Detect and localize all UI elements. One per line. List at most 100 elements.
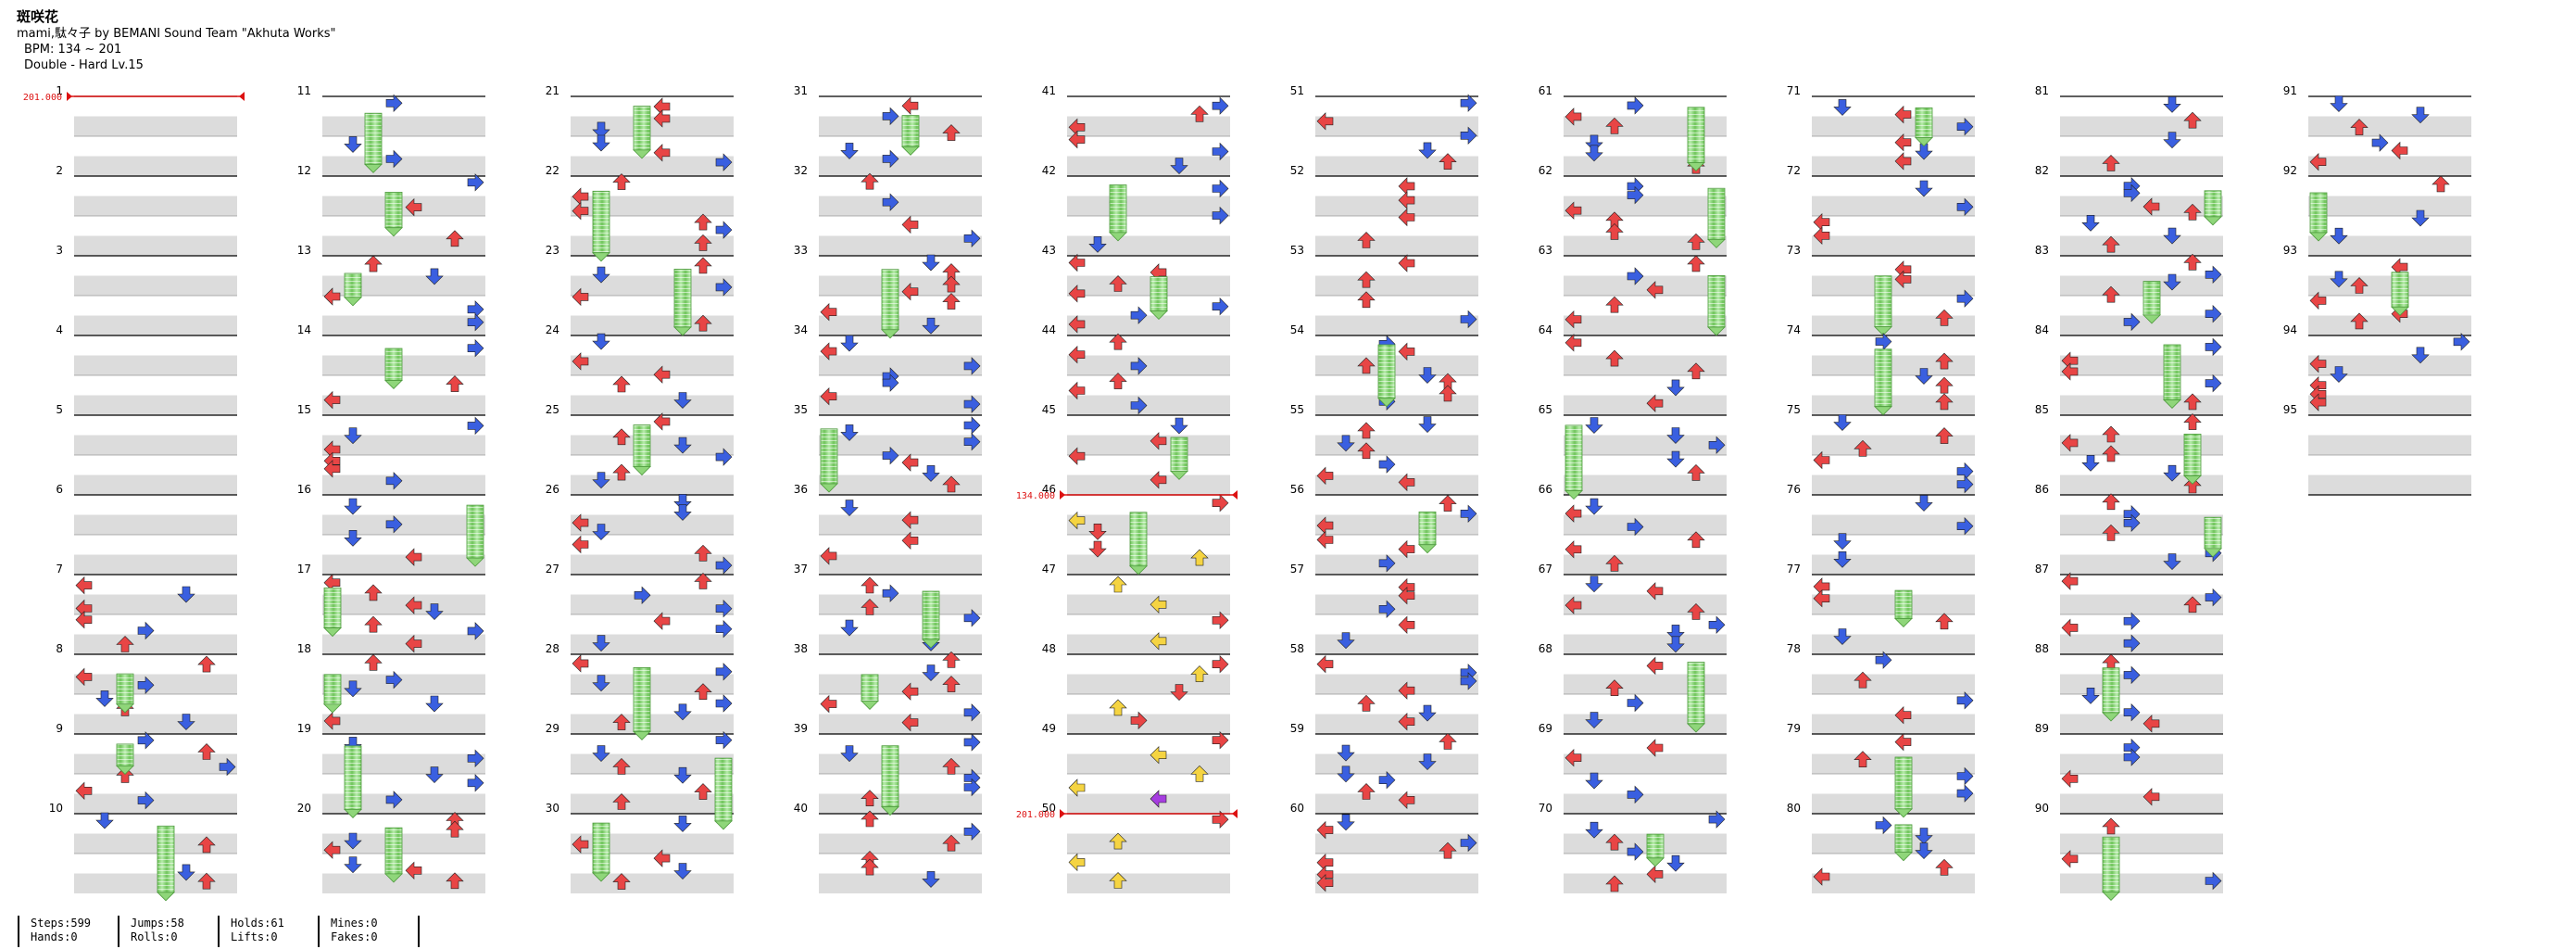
step-arrow (612, 463, 631, 481)
step-arrow (1357, 271, 1376, 288)
bpm-range: BPM: 134 ~ 201 (24, 43, 122, 57)
step-arrow (1956, 516, 1974, 536)
step-arrow (1130, 306, 1148, 324)
measure-17: 17 (297, 563, 485, 654)
hold-note (116, 743, 134, 775)
step-arrow (612, 375, 631, 393)
measure-number: 55 (1290, 403, 1304, 416)
step-arrow (2163, 464, 2181, 482)
step-arrow (694, 234, 712, 251)
step-arrow (942, 834, 961, 852)
step-arrow (116, 636, 134, 652)
measure-84: 84 (2035, 323, 2223, 415)
step-arrow (1627, 785, 1644, 804)
step-arrow (963, 395, 981, 413)
measure-number: 18 (297, 642, 311, 655)
step-arrow (177, 864, 195, 881)
step-arrow (1212, 179, 1229, 198)
step-arrow (1068, 853, 1086, 872)
step-arrow (592, 134, 610, 152)
step-arrow (1875, 651, 1892, 669)
step-arrow (2183, 203, 2202, 221)
measure-37: 37 (794, 563, 982, 654)
step-arrow (1316, 820, 1334, 840)
step-arrow (2061, 850, 2079, 868)
measure-81: 81 (2035, 84, 2223, 176)
step-arrow (1956, 197, 1974, 217)
step-arrow (694, 783, 712, 800)
step-arrow (197, 655, 216, 673)
step-arrow (1130, 357, 1148, 375)
step-arrow (1833, 99, 1852, 116)
measure-7: 7 (56, 563, 237, 654)
measure-58: 58 (1290, 642, 1478, 734)
step-arrow (1212, 297, 1229, 316)
step-arrow (1605, 554, 1624, 572)
step-arrow (1357, 357, 1376, 374)
measure-number: 23 (546, 244, 559, 257)
step-arrow (1398, 712, 1415, 731)
step-arrow (1915, 180, 1933, 197)
step-arrow (2142, 715, 2160, 733)
step-arrow (364, 615, 383, 633)
step-arrow (572, 513, 589, 532)
step-arrow (715, 619, 733, 639)
step-arrow (2061, 434, 2079, 452)
step-arrow (715, 663, 733, 681)
measure-66: 66 (1539, 483, 1727, 575)
step-arrow (901, 96, 919, 115)
song-artist: mami,駄々子 by BEMANI Sound Team "Akhuta Wo… (17, 27, 336, 41)
measure-number: 11 (297, 84, 311, 97)
hold-note (881, 745, 899, 816)
measure-number: 77 (1787, 563, 1801, 576)
hold-note (344, 272, 362, 307)
step-arrow (653, 144, 671, 162)
step-arrow (2061, 362, 2079, 381)
hold-note (901, 115, 920, 156)
step-arrow (1439, 732, 1457, 750)
step-arrow (2102, 235, 2120, 253)
step-arrow (882, 193, 899, 211)
measure-number: 16 (297, 483, 311, 496)
step-arrow (1068, 285, 1086, 303)
step-arrow (1418, 704, 1437, 722)
step-arrow (592, 333, 610, 350)
step-arrow (1357, 783, 1376, 800)
measure-20: 20 (297, 802, 485, 893)
step-arrow (1212, 810, 1229, 829)
bpm-change-marker: 134.000 (1016, 490, 1238, 501)
step-arrow (1564, 596, 1582, 614)
step-arrow (1398, 254, 1415, 272)
hold-note (2102, 667, 2120, 722)
step-arrow (653, 849, 671, 867)
step-arrow (1088, 523, 1107, 540)
measure-number: 68 (1539, 642, 1552, 655)
measure-number: 8 (56, 642, 63, 655)
measure-number: 88 (2035, 642, 2049, 655)
step-arrow (1894, 133, 1912, 152)
step-arrow (323, 712, 341, 730)
measure-41: 41 (1042, 84, 1230, 176)
step-arrow (467, 774, 484, 792)
step-arrow (2123, 665, 2141, 685)
step-arrow (385, 791, 403, 809)
measure-number: 63 (1539, 244, 1552, 257)
step-arrow (2081, 215, 2100, 232)
measure-27: 27 (546, 563, 734, 654)
step-arrow (612, 173, 631, 190)
step-arrow (820, 694, 837, 714)
step-arrow (1627, 96, 1644, 115)
step-arrow (1398, 681, 1415, 700)
step-arrow (653, 612, 671, 630)
step-arrow (2330, 95, 2348, 112)
step-arrow (425, 695, 444, 713)
step-arrow (942, 757, 961, 775)
measure-76: 76 (1787, 483, 1975, 575)
step-arrow (2123, 513, 2141, 533)
step-arrow (715, 221, 733, 239)
measure-87: 87 (2035, 563, 2223, 654)
step-arrow (882, 373, 899, 392)
step-arrow (467, 173, 484, 192)
step-arrow (715, 556, 733, 575)
hold-note (2204, 190, 2222, 226)
